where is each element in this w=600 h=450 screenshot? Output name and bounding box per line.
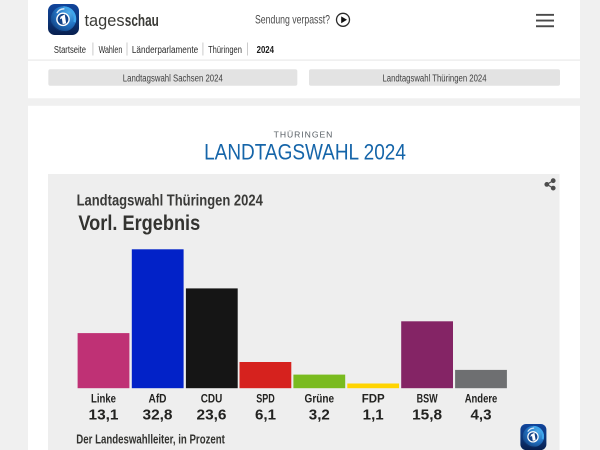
svg-text:Landtagswahl Thüringen 2024: Landtagswahl Thüringen 2024 [383, 74, 487, 85]
svg-text:AfD: AfD [149, 392, 167, 406]
svg-text:schau: schau [125, 12, 159, 30]
svg-text:tages: tages [85, 12, 125, 30]
svg-text:1,1: 1,1 [363, 407, 384, 423]
svg-text:Linke: Linke [91, 392, 116, 406]
svg-text:CDU: CDU [201, 392, 223, 406]
svg-text:SPD: SPD [256, 392, 275, 406]
svg-text:Der Landeswahlleiter, in Proze: Der Landeswahlleiter, in Prozent [76, 433, 225, 447]
svg-text:Länderparlamente: Länderparlamente [132, 45, 199, 56]
svg-text:BSW: BSW [417, 392, 439, 406]
svg-text:6,1: 6,1 [255, 407, 276, 423]
svg-text:Landtagswahl Thüringen 2024: Landtagswahl Thüringen 2024 [77, 193, 264, 210]
svg-text:2024: 2024 [257, 45, 275, 56]
svg-text:Wahlen: Wahlen [99, 45, 123, 56]
svg-text:Startseite: Startseite [54, 45, 86, 56]
svg-text:Grüne: Grüne [305, 392, 335, 406]
svg-text:32,8: 32,8 [143, 407, 173, 423]
svg-text:13,1: 13,1 [89, 407, 119, 423]
svg-text:Vorl. Ergebnis: Vorl. Ergebnis [78, 211, 200, 235]
svg-text:15,8: 15,8 [412, 407, 442, 423]
svg-text:Landtagswahl Sachsen 2024: Landtagswahl Sachsen 2024 [123, 74, 223, 85]
svg-text:4,3: 4,3 [471, 407, 492, 423]
svg-text:FDP: FDP [362, 392, 385, 406]
svg-text:23,6: 23,6 [197, 407, 227, 423]
svg-text:LANDTAGSWAHL 2024: LANDTAGSWAHL 2024 [204, 140, 406, 165]
svg-text:Thüringen: Thüringen [208, 45, 242, 56]
svg-text:Andere: Andere [465, 392, 498, 406]
svg-text:Sendung verpasst?: Sendung verpasst? [255, 13, 330, 27]
svg-text:3,2: 3,2 [309, 407, 330, 423]
svg-text:THÜRINGEN: THÜRINGEN [274, 130, 333, 140]
